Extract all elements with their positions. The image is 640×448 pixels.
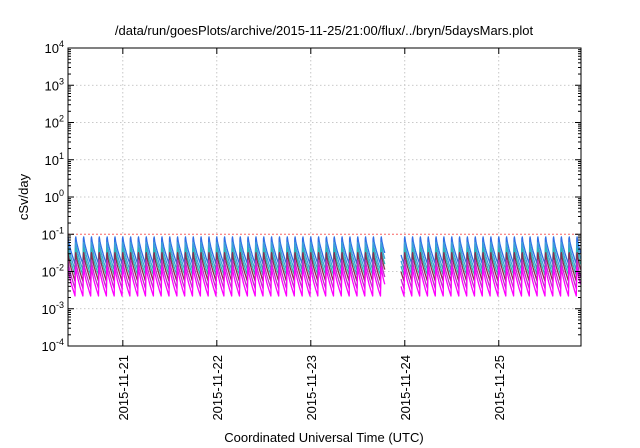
x-tick-label: 2015-11-23 xyxy=(304,355,319,421)
x-axis: 2015-11-21 2015-11-22 2015-11-23 2015-11-24… xyxy=(116,48,507,421)
y-tick-label: 103 xyxy=(45,76,64,93)
series-line xyxy=(67,241,582,271)
x-tick-label: 2015-11-22 xyxy=(210,355,225,421)
series-line xyxy=(67,252,582,282)
y-tick-label: 10-4 xyxy=(42,337,64,354)
series-line xyxy=(67,259,582,290)
series-line xyxy=(67,247,582,276)
y-tick-label: 101 xyxy=(45,151,64,168)
y-tick-label: 10-1 xyxy=(42,225,64,242)
y-tick-label: 10-3 xyxy=(42,300,64,317)
x-tick-label: 2015-11-25 xyxy=(492,355,507,421)
y-tick-label: 104 xyxy=(45,39,64,56)
x-tick-label: 2015-11-21 xyxy=(116,355,131,421)
y-axis: 10-4 10-3 10-2 10-1 100 101 102 103 104 xyxy=(42,39,581,354)
y-axis-label: cSv/day xyxy=(16,173,31,220)
series-line xyxy=(67,266,582,297)
series-group xyxy=(67,236,582,297)
y-tick-label: 10-2 xyxy=(42,263,64,280)
grid xyxy=(68,47,581,347)
x-axis-label: Coordinated Universal Time (UTC) xyxy=(224,430,423,445)
chart-title: /data/run/goesPlots/archive/2015-11-25/2… xyxy=(115,23,534,38)
y-tick-label: 102 xyxy=(45,114,64,131)
y-tick-label: 100 xyxy=(45,188,64,205)
x-tick-label: 2015-11-24 xyxy=(398,355,413,421)
series-line xyxy=(67,236,582,265)
